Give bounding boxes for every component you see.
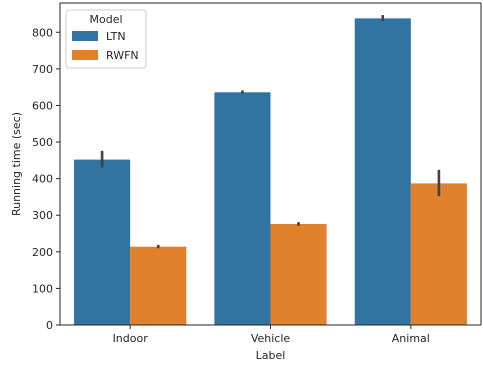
legend: Model LTN RWFN bbox=[65, 9, 147, 69]
y-tick-label-300: 300 bbox=[32, 209, 53, 222]
bar-ltn-indoor bbox=[74, 159, 131, 325]
y-tick-label-100: 100 bbox=[32, 282, 53, 295]
y-tick-label-500: 500 bbox=[32, 136, 53, 149]
bar-ltn-animal bbox=[354, 18, 411, 325]
legend-label-ltn: LTN bbox=[106, 30, 126, 43]
x-axis-title: Label bbox=[256, 349, 286, 362]
y-tick-label-400: 400 bbox=[32, 173, 53, 186]
bar-ltn-vehicle bbox=[214, 92, 271, 325]
y-tick-label-700: 700 bbox=[32, 63, 53, 76]
legend-swatch-rwfn bbox=[72, 50, 98, 60]
x-tick-label-animal: Animal bbox=[392, 332, 430, 345]
bar-rwfn-indoor bbox=[130, 246, 187, 325]
bar-rwfn-animal bbox=[410, 183, 467, 325]
x-tick-label-vehicle: Vehicle bbox=[251, 332, 291, 345]
bar-rwfn-vehicle bbox=[270, 224, 327, 325]
y-tick-label-0: 0 bbox=[46, 319, 53, 332]
legend-title: Model bbox=[89, 13, 122, 26]
plot-area: 0 100 200 300 400 500 600 700 800 Indoor Vehicle An… bbox=[32, 2, 482, 345]
y-tick-label-200: 200 bbox=[32, 246, 53, 259]
y-tick-label-600: 600 bbox=[32, 99, 53, 112]
x-tick-label-indoor: Indoor bbox=[113, 332, 149, 345]
y-tick-label-800: 800 bbox=[32, 26, 53, 39]
legend-label-rwfn: RWFN bbox=[106, 49, 139, 62]
y-axis-title: Running time (sec) bbox=[10, 112, 23, 216]
legend-swatch-ltn bbox=[72, 31, 98, 41]
